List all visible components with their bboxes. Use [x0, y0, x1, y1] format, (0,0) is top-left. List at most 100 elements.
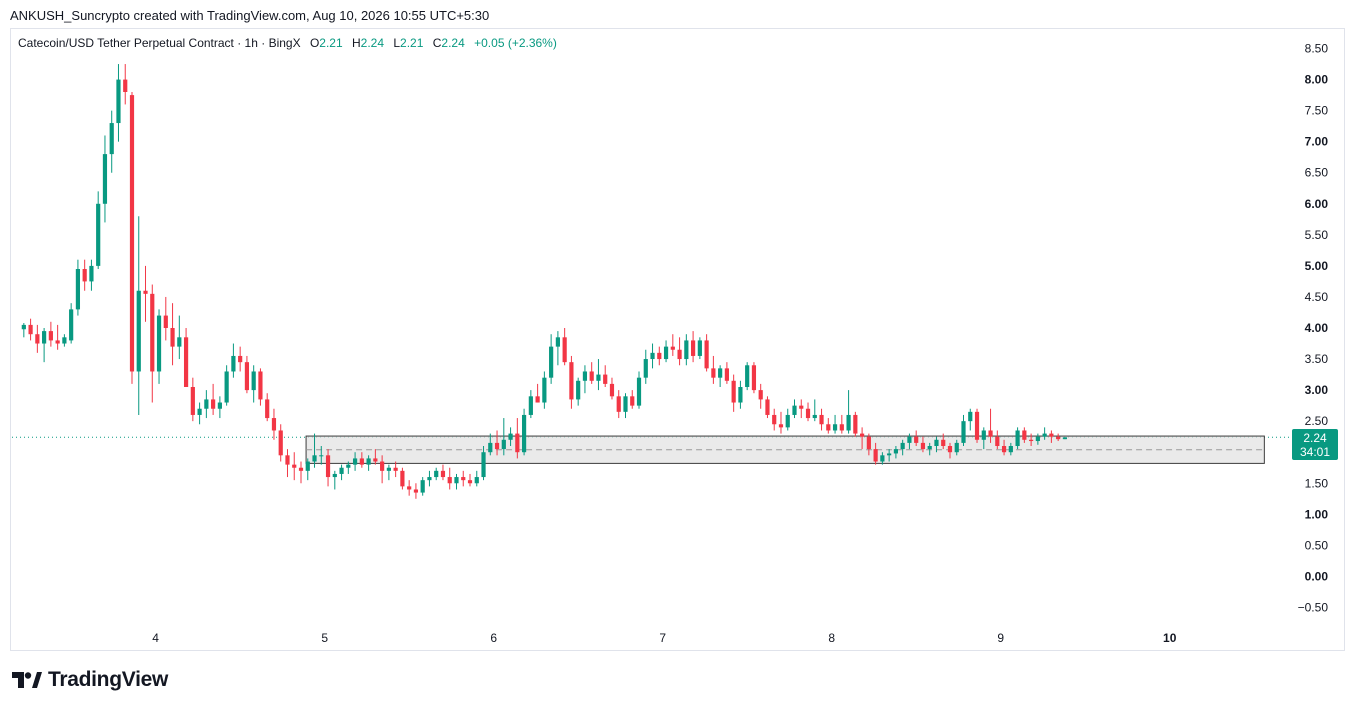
- candle: [853, 411, 858, 437]
- candle-body: [819, 414, 824, 425]
- candle: [231, 343, 236, 378]
- candle-body: [190, 387, 195, 415]
- candle: [123, 64, 128, 105]
- candle-body: [55, 340, 60, 344]
- candle-body: [751, 365, 757, 391]
- candle-body: [947, 446, 953, 453]
- tradingview-logo-icon: [12, 672, 42, 688]
- candle-body: [75, 269, 81, 310]
- candle: [440, 464, 446, 481]
- candle: [981, 427, 986, 450]
- open-label: O: [309, 36, 320, 50]
- y-tick-label: 6.50: [1305, 166, 1329, 180]
- candle: [156, 309, 162, 384]
- candle: [1015, 427, 1020, 450]
- candle-body: [143, 290, 148, 294]
- candle: [562, 328, 567, 366]
- candle: [954, 439, 959, 456]
- symbol-name: Catecoin/USD Tether Perpetual Contract ·…: [18, 36, 301, 50]
- candle-body: [582, 371, 588, 381]
- candle: [373, 449, 378, 465]
- candle: [467, 473, 473, 487]
- candle: [82, 259, 87, 291]
- candle: [1056, 433, 1061, 442]
- candle-body: [488, 442, 493, 453]
- candle: [623, 393, 628, 419]
- candle: [346, 461, 351, 474]
- candle-body: [1008, 446, 1013, 453]
- candle: [515, 418, 520, 459]
- candle: [48, 321, 53, 347]
- candle-body: [102, 154, 108, 204]
- candle-body: [589, 371, 594, 381]
- candle-body: [1015, 430, 1020, 446]
- high-value: 2.24: [360, 36, 385, 50]
- candle: [968, 408, 973, 431]
- candle-body: [359, 458, 364, 465]
- tradingview-wordmark: TradingView: [48, 668, 169, 691]
- bar-countdown: 34:01: [1299, 445, 1331, 459]
- candle-body: [853, 414, 858, 434]
- candle-body: [738, 387, 743, 403]
- candle: [129, 92, 135, 384]
- candle: [785, 408, 790, 431]
- candle: [447, 467, 452, 490]
- candle-body: [900, 442, 905, 450]
- candle-body: [42, 331, 47, 344]
- candle: [961, 414, 966, 446]
- candle: [718, 365, 723, 387]
- candle: [238, 346, 243, 372]
- candle-body: [596, 374, 601, 381]
- candle-body: [1035, 436, 1040, 442]
- candle-body: [528, 396, 533, 415]
- candle: [62, 334, 67, 347]
- candle: [393, 461, 398, 478]
- candle: [380, 455, 385, 484]
- candle-body: [832, 424, 838, 431]
- candle-body: [312, 455, 317, 462]
- candle: [1062, 437, 1068, 440]
- candle-body: [650, 352, 655, 360]
- candle-body: [116, 79, 121, 124]
- tradingview-logo[interactable]: TradingView: [12, 668, 168, 692]
- candle: [657, 346, 662, 366]
- candle-body: [778, 424, 784, 428]
- candle: [434, 467, 439, 481]
- candle-body: [109, 123, 114, 155]
- candle: [765, 396, 770, 419]
- candle: [704, 334, 709, 372]
- candle: [501, 418, 506, 456]
- candle: [474, 470, 479, 487]
- candle: [684, 334, 689, 366]
- candle: [934, 436, 939, 453]
- candle: [569, 355, 574, 409]
- candle-body: [934, 439, 939, 446]
- candle: [576, 377, 581, 406]
- candle-body: [251, 371, 256, 391]
- candle: [136, 216, 141, 415]
- candle-body: [961, 421, 966, 443]
- y-tick-label: 6.00: [1305, 197, 1329, 211]
- candle-body: [217, 402, 222, 409]
- candle-body: [521, 414, 527, 453]
- candle: [116, 64, 121, 142]
- candle: [792, 399, 797, 419]
- candle-body: [792, 405, 797, 415]
- y-tick-label: 7.50: [1305, 104, 1329, 118]
- candle: [69, 303, 74, 344]
- candle: [427, 470, 432, 487]
- candle: [805, 402, 811, 422]
- candle: [400, 467, 405, 490]
- candle-body: [893, 449, 899, 454]
- candle: [832, 414, 838, 434]
- candle-body: [663, 346, 669, 360]
- candle: [55, 324, 60, 350]
- candle-body: [920, 442, 926, 450]
- x-tick-label: 10: [1163, 631, 1177, 645]
- candle: [75, 259, 81, 316]
- candle-body: [434, 470, 439, 478]
- candle-body: [89, 265, 94, 282]
- candle-body: [1042, 433, 1047, 437]
- candle-body: [643, 359, 648, 378]
